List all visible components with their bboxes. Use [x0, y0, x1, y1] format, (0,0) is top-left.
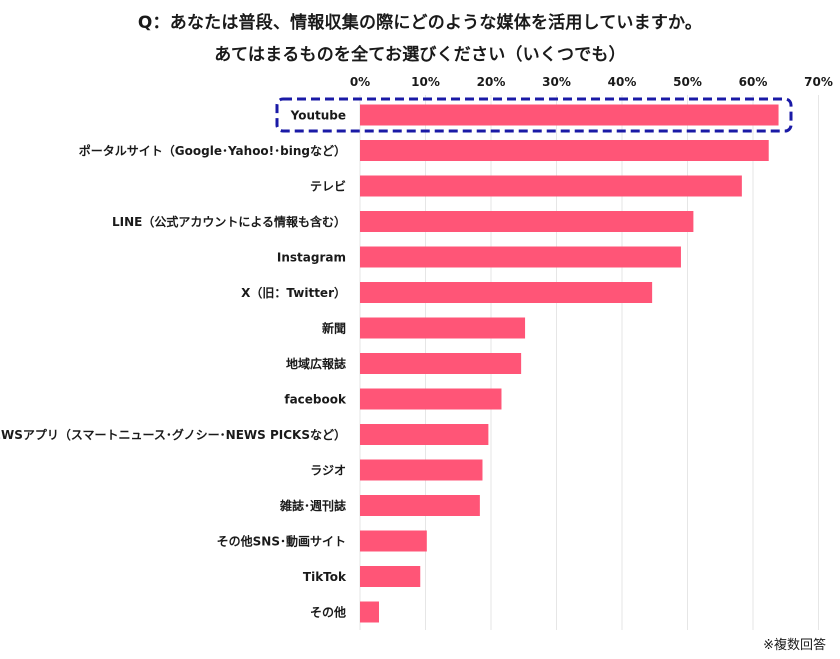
- category-label: Instagram: [277, 251, 346, 265]
- x-tick-label: 20%: [477, 75, 506, 89]
- category-label: X（旧：Twitter）: [241, 285, 346, 300]
- x-tick-label: 30%: [542, 75, 571, 89]
- bar: [360, 601, 379, 623]
- chart-title-line1: Q：あなたは普段、情報収集の際にどのような媒体を活用していますか。: [137, 13, 703, 33]
- bar: [360, 282, 653, 303]
- x-tick-label: 0%: [350, 75, 370, 89]
- category-label: 雑誌･週刊誌: [279, 498, 346, 513]
- bar: [360, 175, 742, 197]
- category-label: LINE（公式アカウントによる情報も含む）: [112, 214, 346, 229]
- x-tick-label: 10%: [411, 75, 440, 89]
- bar: [360, 459, 483, 481]
- bar: [360, 353, 522, 374]
- category-label: facebook: [284, 393, 347, 407]
- x-tick-label: 40%: [608, 75, 637, 89]
- multiple-answer-note: ※複数回答: [763, 638, 826, 653]
- bar: [360, 566, 421, 587]
- category-label: ラジオ: [310, 464, 346, 478]
- category-label: その他SNS･動画サイト: [217, 534, 346, 549]
- category-label: NEWSアプリ（スマートニュース･グノシー･NEWS PICKSなど）: [0, 427, 346, 442]
- bar: [360, 424, 489, 445]
- highlight-frame: [275, 97, 793, 133]
- bar: [360, 495, 480, 516]
- bar: [360, 530, 427, 552]
- x-tick-label: 50%: [673, 75, 702, 89]
- bar: [360, 140, 769, 161]
- category-label: TikTok: [303, 570, 347, 584]
- category-label: テレビ: [310, 179, 346, 194]
- bar: [360, 211, 694, 232]
- x-tick-label: 70%: [804, 75, 833, 89]
- category-label: ポータルサイト（Google･Yahoo!･bingなど）: [79, 143, 346, 158]
- category-label: 新聞: [322, 321, 346, 336]
- category-label: 地域広報誌: [286, 356, 346, 371]
- category-label: Youtube: [290, 109, 346, 123]
- x-tick-label: 60%: [739, 75, 768, 89]
- bar: [360, 246, 681, 268]
- bar: [360, 104, 779, 126]
- chart-title-line2: あてはまるものを全てお選びください（いくつでも）: [214, 45, 626, 65]
- category-label: その他: [310, 605, 346, 620]
- bar: [360, 317, 526, 339]
- bar: [360, 388, 502, 410]
